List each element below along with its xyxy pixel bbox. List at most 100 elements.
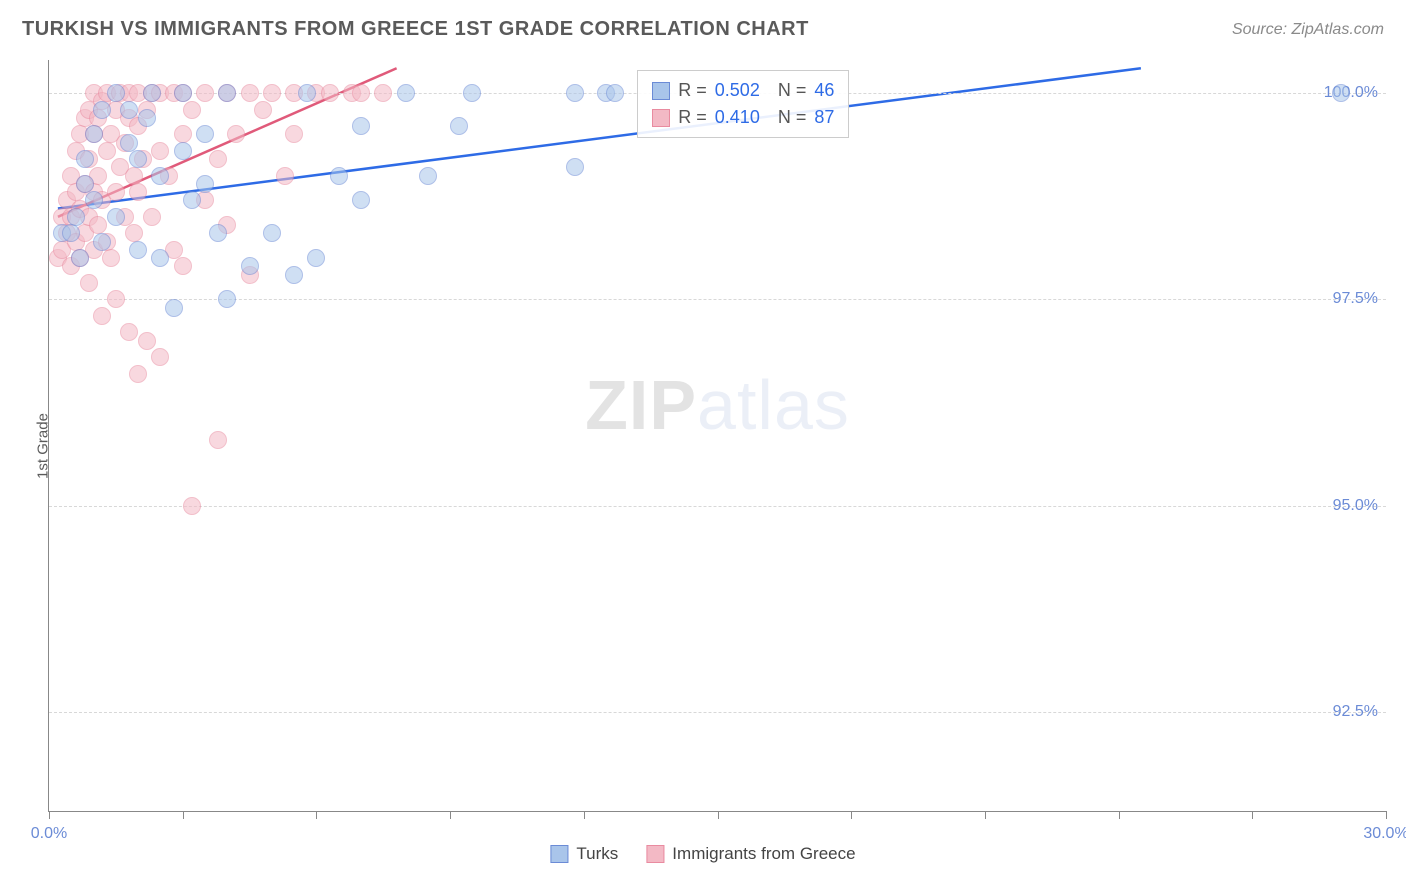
data-point <box>209 150 227 168</box>
data-point <box>285 125 303 143</box>
data-point <box>307 249 325 267</box>
data-point <box>196 175 214 193</box>
data-point <box>76 175 94 193</box>
r-value-turks: 0.502 <box>715 77 760 104</box>
swatch-turks <box>652 82 670 100</box>
swatch-icon <box>550 845 568 863</box>
data-point <box>183 191 201 209</box>
data-point <box>463 84 481 102</box>
scatter-chart: ZIPatlas R = 0.502 N = 46 R = 0.410 N = … <box>48 60 1386 812</box>
xtick <box>851 811 852 819</box>
xtick <box>718 811 719 819</box>
data-point <box>143 208 161 226</box>
data-point <box>151 348 169 366</box>
watermark: ZIPatlas <box>585 365 850 445</box>
xtick <box>1119 811 1120 819</box>
xtick-label: 30.0% <box>1363 825 1406 843</box>
swatch-greece <box>652 109 670 127</box>
data-point <box>263 224 281 242</box>
data-point <box>298 84 316 102</box>
n-value-greece: 87 <box>814 104 834 131</box>
data-point <box>107 183 125 201</box>
data-point <box>62 224 80 242</box>
data-point <box>107 208 125 226</box>
data-point <box>209 431 227 449</box>
n-value-turks: 46 <box>814 77 834 104</box>
data-point <box>76 150 94 168</box>
swatch-icon <box>646 845 664 863</box>
data-point <box>102 249 120 267</box>
data-point <box>138 332 156 350</box>
data-point <box>196 84 214 102</box>
data-point <box>71 249 89 267</box>
data-point <box>151 142 169 160</box>
ytick-label: 92.5% <box>1333 703 1378 721</box>
legend-item-greece: Immigrants from Greece <box>646 844 855 864</box>
chart-header: TURKISH VS IMMIGRANTS FROM GREECE 1ST GR… <box>0 0 1406 49</box>
data-point <box>125 224 143 242</box>
xtick <box>183 811 184 819</box>
data-point <box>285 266 303 284</box>
data-point <box>183 497 201 515</box>
data-point <box>419 167 437 185</box>
data-point <box>450 117 468 135</box>
gridline <box>49 506 1386 507</box>
data-point <box>321 84 339 102</box>
data-point <box>227 125 245 143</box>
xtick <box>49 811 50 819</box>
xtick-label: 0.0% <box>31 825 67 843</box>
legend-row-turks: R = 0.502 N = 46 <box>652 77 834 104</box>
correlation-legend: R = 0.502 N = 46 R = 0.410 N = 87 <box>637 70 849 138</box>
xtick <box>1386 811 1387 819</box>
data-point <box>209 224 227 242</box>
xtick <box>316 811 317 819</box>
data-point <box>606 84 624 102</box>
data-point <box>165 299 183 317</box>
ytick-label: 97.5% <box>1333 290 1378 308</box>
chart-source: Source: ZipAtlas.com <box>1232 21 1384 39</box>
trend-lines <box>49 60 1386 811</box>
chart-title: TURKISH VS IMMIGRANTS FROM GREECE 1ST GR… <box>22 18 809 41</box>
data-point <box>218 84 236 102</box>
data-point <box>143 84 161 102</box>
data-point <box>241 84 259 102</box>
data-point <box>89 216 107 234</box>
data-point <box>129 183 147 201</box>
data-point <box>93 233 111 251</box>
data-point <box>218 290 236 308</box>
data-point <box>85 125 103 143</box>
data-point <box>397 84 415 102</box>
data-point <box>1332 84 1350 102</box>
data-point <box>330 167 348 185</box>
data-point <box>183 101 201 119</box>
data-point <box>241 257 259 275</box>
data-point <box>566 84 584 102</box>
data-point <box>120 323 138 341</box>
data-point <box>263 84 281 102</box>
data-point <box>566 158 584 176</box>
data-point <box>98 142 116 160</box>
bottom-legend: Turks Immigrants from Greece <box>550 844 855 864</box>
data-point <box>352 84 370 102</box>
data-point <box>352 191 370 209</box>
data-point <box>93 101 111 119</box>
data-point <box>174 125 192 143</box>
data-point <box>174 257 192 275</box>
legend-row-greece: R = 0.410 N = 87 <box>652 104 834 131</box>
data-point <box>67 208 85 226</box>
data-point <box>80 274 98 292</box>
data-point <box>125 167 143 185</box>
data-point <box>129 365 147 383</box>
data-point <box>129 241 147 259</box>
xtick <box>985 811 986 819</box>
xtick <box>450 811 451 819</box>
data-point <box>107 290 125 308</box>
data-point <box>174 84 192 102</box>
xtick <box>1252 811 1253 819</box>
data-point <box>138 109 156 127</box>
data-point <box>151 167 169 185</box>
gridline <box>49 712 1386 713</box>
data-point <box>129 150 147 168</box>
data-point <box>151 249 169 267</box>
r-value-greece: 0.410 <box>715 104 760 131</box>
